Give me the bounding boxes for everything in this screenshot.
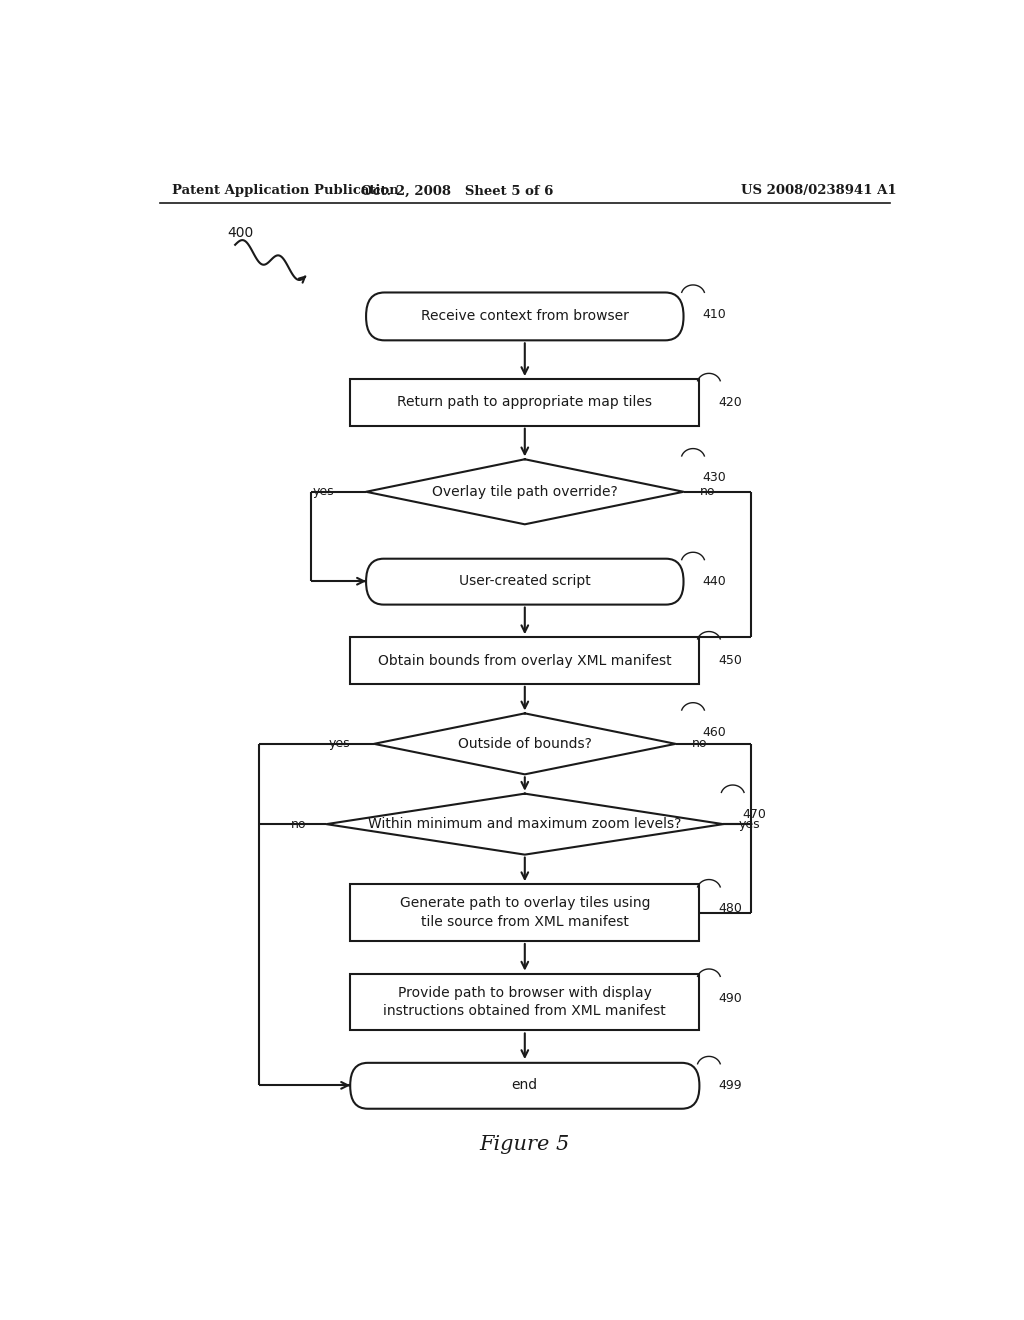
Text: no: no (699, 486, 715, 498)
Text: Receive context from browser: Receive context from browser (421, 309, 629, 323)
Text: 440: 440 (702, 576, 726, 589)
Text: Figure 5: Figure 5 (479, 1135, 570, 1154)
Text: 450: 450 (719, 655, 742, 668)
Text: yes: yes (312, 486, 334, 498)
Text: Patent Application Publication: Patent Application Publication (172, 185, 398, 198)
Polygon shape (367, 459, 684, 524)
Bar (350, 884, 699, 941)
Text: no: no (691, 738, 707, 750)
Text: 410: 410 (702, 308, 726, 321)
Text: User-created script: User-created script (459, 574, 591, 589)
Polygon shape (374, 713, 676, 775)
Text: Within minimum and maximum zoom levels?: Within minimum and maximum zoom levels? (368, 817, 682, 832)
Text: Overlay tile path override?: Overlay tile path override? (432, 484, 617, 499)
FancyBboxPatch shape (367, 558, 684, 605)
Text: yes: yes (329, 738, 350, 750)
Polygon shape (327, 793, 723, 854)
Text: Oct. 2, 2008   Sheet 5 of 6: Oct. 2, 2008 Sheet 5 of 6 (361, 185, 554, 198)
Text: Provide path to browser with display
instructions obtained from XML manifest: Provide path to browser with display ins… (383, 986, 667, 1018)
Text: 430: 430 (702, 471, 726, 484)
Text: 499: 499 (719, 1080, 742, 1092)
Bar (350, 974, 699, 1031)
Text: 490: 490 (719, 991, 742, 1005)
Text: Generate path to overlay tiles using
tile source from XML manifest: Generate path to overlay tiles using til… (399, 896, 650, 929)
Text: no: no (291, 817, 306, 830)
Text: Obtain bounds from overlay XML manifest: Obtain bounds from overlay XML manifest (378, 653, 672, 668)
Text: 470: 470 (742, 808, 766, 821)
Text: Return path to appropriate map tiles: Return path to appropriate map tiles (397, 395, 652, 409)
FancyBboxPatch shape (367, 293, 684, 341)
Bar (350, 638, 699, 684)
Bar (350, 379, 699, 426)
Text: 460: 460 (702, 726, 726, 739)
Text: yes: yes (739, 817, 761, 830)
Text: end: end (512, 1078, 538, 1093)
Text: US 2008/0238941 A1: US 2008/0238941 A1 (740, 185, 896, 198)
Text: Outside of bounds?: Outside of bounds? (458, 737, 592, 751)
Text: 400: 400 (227, 226, 254, 240)
Text: 420: 420 (719, 396, 742, 409)
Text: 480: 480 (719, 903, 742, 915)
FancyBboxPatch shape (350, 1063, 699, 1109)
